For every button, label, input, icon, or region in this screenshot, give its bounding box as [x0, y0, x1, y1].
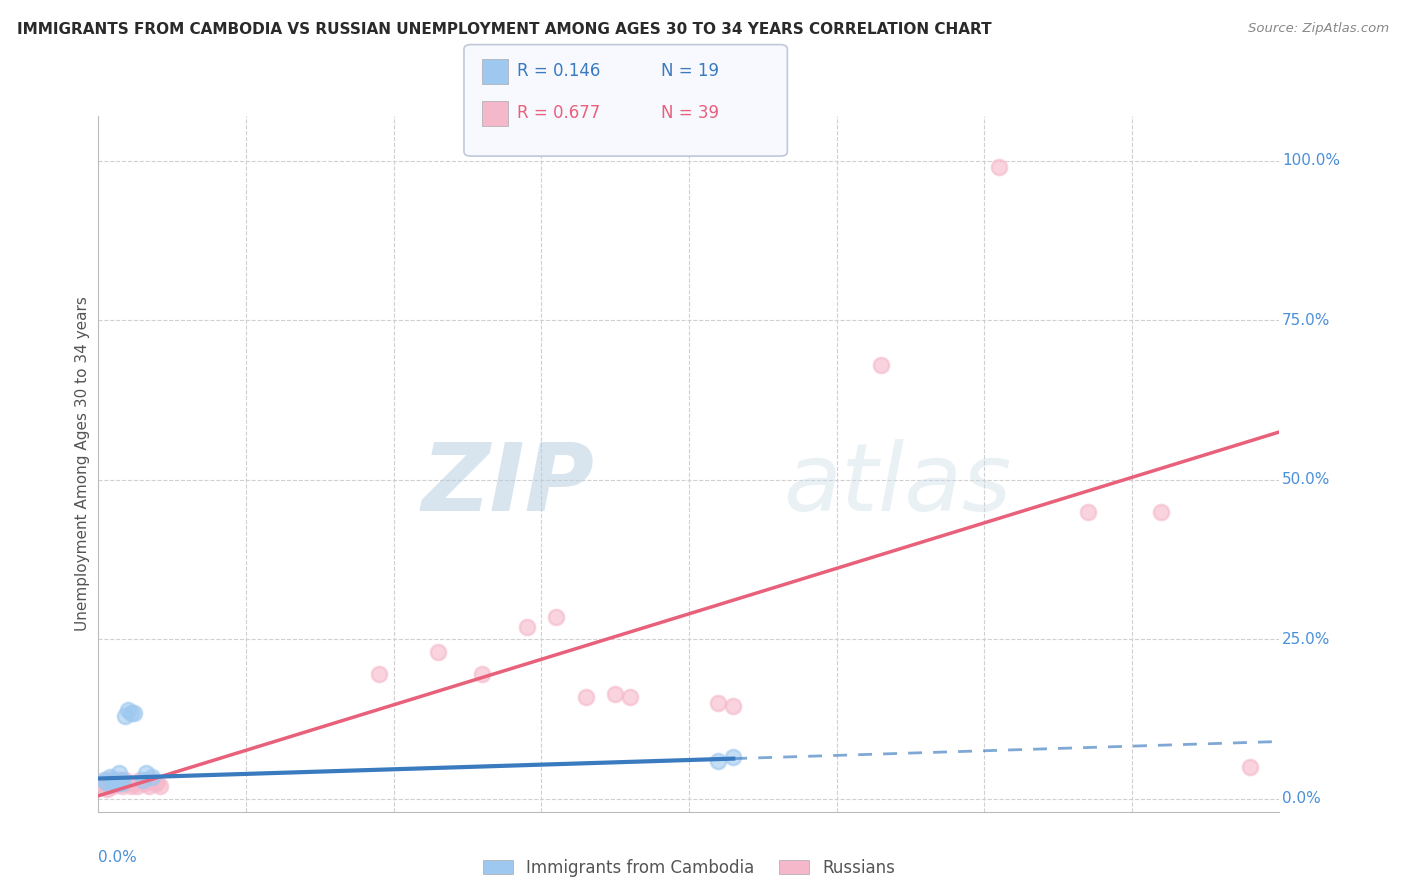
- Text: 100.0%: 100.0%: [1282, 153, 1340, 168]
- Text: R = 0.146: R = 0.146: [517, 62, 600, 80]
- Text: atlas: atlas: [783, 439, 1012, 530]
- Legend: Immigrants from Cambodia, Russians: Immigrants from Cambodia, Russians: [475, 852, 903, 883]
- Text: 0.0%: 0.0%: [98, 850, 138, 865]
- Text: R = 0.677: R = 0.677: [517, 104, 600, 122]
- Y-axis label: Unemployment Among Ages 30 to 34 years: Unemployment Among Ages 30 to 34 years: [75, 296, 90, 632]
- Text: Source: ZipAtlas.com: Source: ZipAtlas.com: [1249, 22, 1389, 36]
- Text: ZIP: ZIP: [422, 439, 595, 531]
- Text: 25.0%: 25.0%: [1282, 632, 1330, 647]
- Text: 0.0%: 0.0%: [1282, 791, 1320, 806]
- Text: 75.0%: 75.0%: [1282, 313, 1330, 327]
- Text: 50.0%: 50.0%: [1282, 472, 1330, 487]
- Text: N = 39: N = 39: [661, 104, 718, 122]
- Text: IMMIGRANTS FROM CAMBODIA VS RUSSIAN UNEMPLOYMENT AMONG AGES 30 TO 34 YEARS CORRE: IMMIGRANTS FROM CAMBODIA VS RUSSIAN UNEM…: [17, 22, 991, 37]
- Text: N = 19: N = 19: [661, 62, 718, 80]
